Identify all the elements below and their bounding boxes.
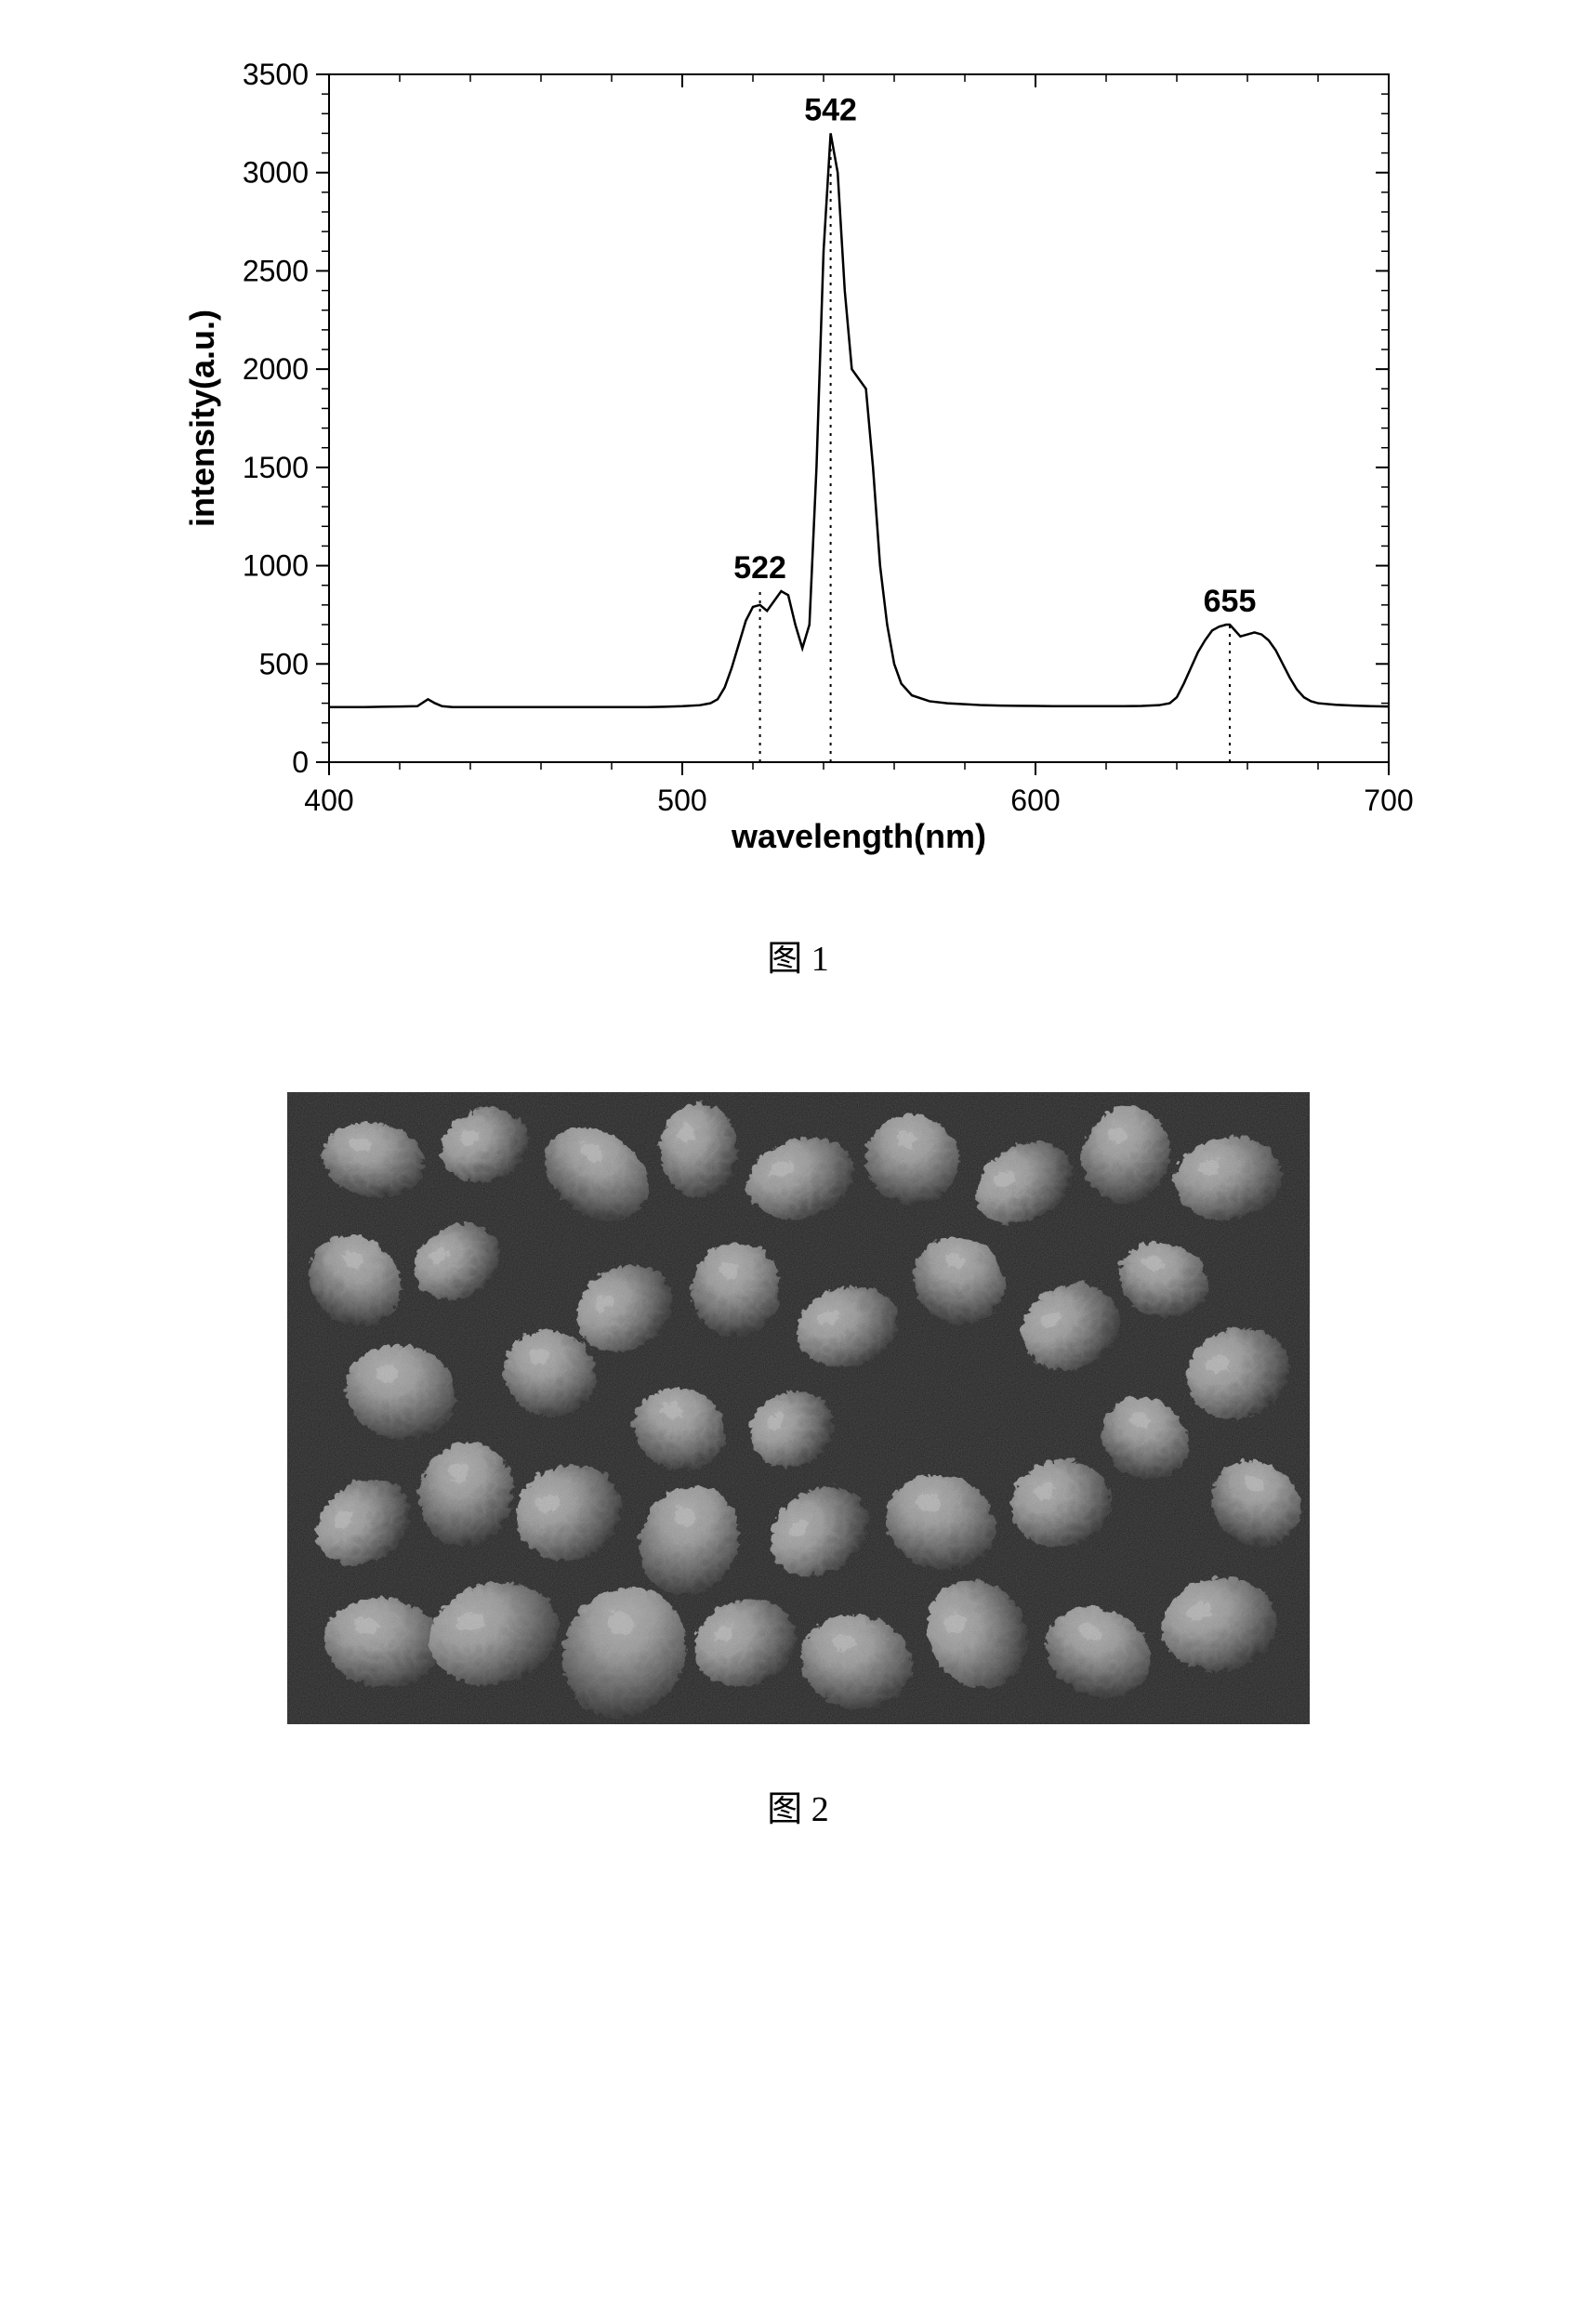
svg-text:wavelength(nm): wavelength(nm) — [730, 817, 985, 855]
svg-text:2000: 2000 — [242, 352, 308, 386]
svg-text:542: 542 — [804, 92, 857, 127]
svg-text:500: 500 — [258, 647, 308, 680]
svg-text:600: 600 — [1010, 784, 1060, 817]
figure-2-block: 图 2 — [37, 1092, 1559, 1831]
figure-1-caption: 图 1 — [767, 929, 829, 981]
spectrum-svg: 400 500 600 700 0 500 1000 1500 2000 2500 3000 3500… — [171, 37, 1426, 874]
svg-text:655: 655 — [1203, 584, 1256, 619]
svg-text:3000: 3000 — [242, 156, 308, 190]
svg-text:0: 0 — [292, 745, 309, 779]
spectrum-chart: 400 500 600 700 0 500 1000 1500 2000 2500 3000 3500… — [171, 37, 1426, 874]
svg-text:400: 400 — [304, 784, 353, 817]
figure-2-caption: 图 2 — [767, 1780, 829, 1831]
figure-1-block: 400 500 600 700 0 500 1000 1500 2000 2500 3000 3500… — [37, 37, 1559, 981]
svg-text:3500: 3500 — [242, 58, 308, 91]
svg-text:2500: 2500 — [242, 254, 308, 287]
sem-micrograph — [287, 1092, 1310, 1724]
svg-text:522: 522 — [733, 550, 786, 586]
sem-svg — [287, 1092, 1310, 1724]
svg-text:1000: 1000 — [242, 549, 308, 583]
svg-text:500: 500 — [657, 784, 706, 817]
svg-text:intensity(a.u.): intensity(a.u.) — [183, 310, 221, 527]
svg-text:700: 700 — [1364, 784, 1413, 817]
svg-text:1500: 1500 — [242, 451, 308, 484]
